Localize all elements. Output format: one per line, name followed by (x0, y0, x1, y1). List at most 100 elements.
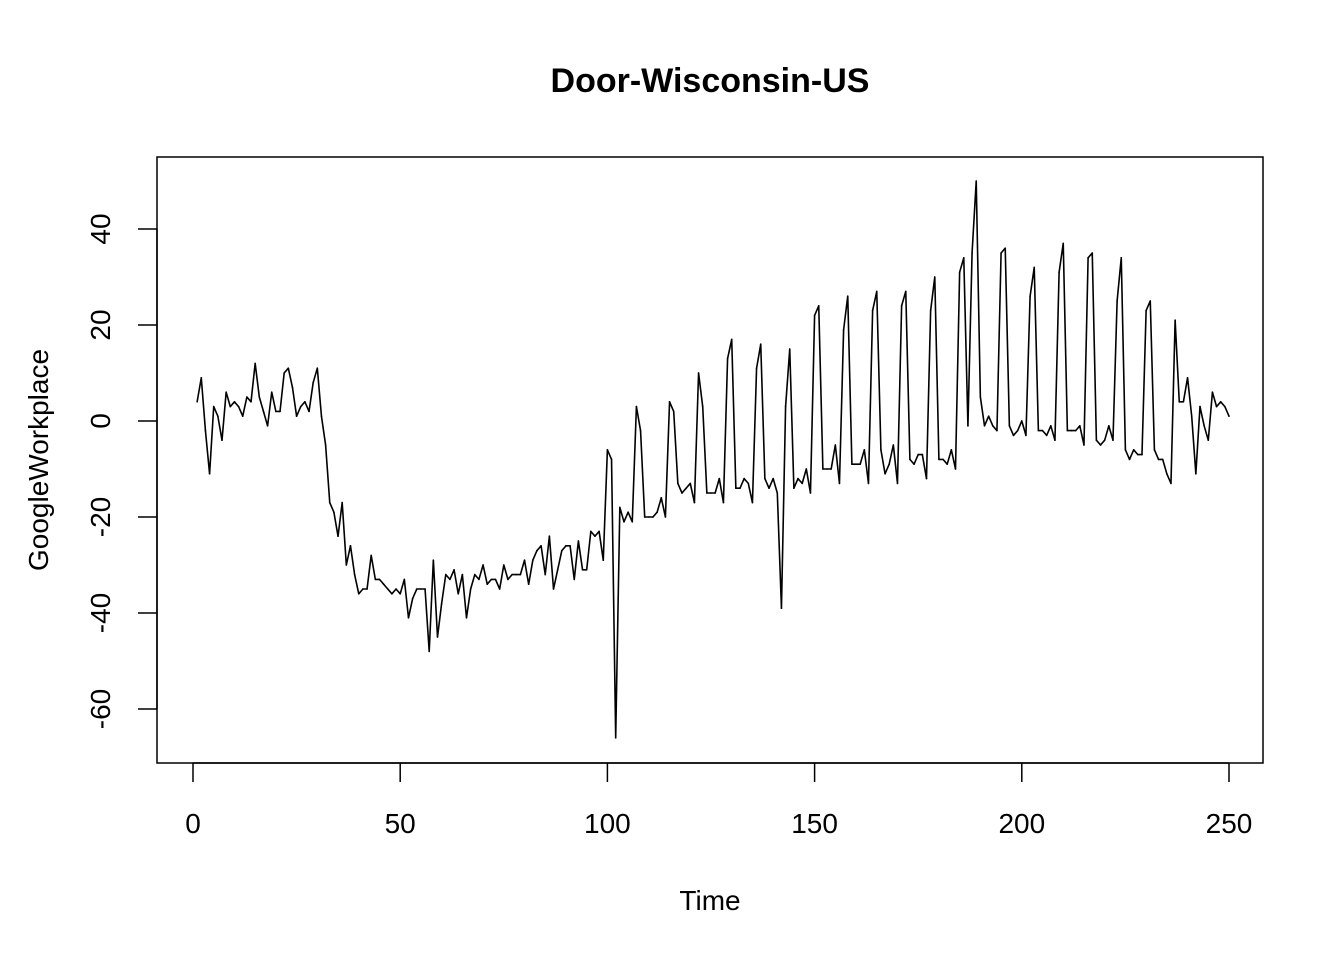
data-point (780, 607, 783, 609)
x-tick-label: 200 (998, 808, 1045, 839)
data-point (929, 309, 932, 312)
y-tick-label: -60 (85, 689, 116, 729)
data-point (855, 463, 857, 466)
x-tick-label: 150 (791, 808, 838, 839)
data-point (295, 415, 298, 418)
data-point (983, 425, 986, 427)
data-point (449, 578, 451, 581)
data-point (308, 410, 310, 413)
data-point (424, 588, 426, 590)
data-point (958, 271, 961, 274)
x-tick-label: 250 (1206, 808, 1253, 839)
data-point (880, 449, 882, 451)
data-point (1195, 473, 1197, 475)
data-point (1012, 434, 1015, 437)
data-point (349, 545, 352, 547)
data-point (1203, 425, 1205, 427)
data-point (875, 290, 878, 293)
data-point (490, 578, 493, 581)
data-point (1211, 391, 1214, 394)
data-point (635, 405, 638, 408)
data-point (411, 597, 414, 600)
data-point (1124, 449, 1127, 451)
data-point (532, 559, 534, 561)
data-point (590, 530, 592, 533)
data-point (1045, 434, 1048, 437)
data-point (395, 588, 397, 590)
data-point (453, 569, 455, 571)
data-point (552, 588, 555, 590)
data-point (1112, 439, 1114, 442)
data-point (909, 458, 911, 461)
data-point (229, 405, 232, 408)
data-point (1083, 444, 1085, 446)
data-point (1215, 405, 1218, 408)
data-point (668, 401, 671, 403)
data-point (270, 391, 273, 394)
data-point (221, 439, 223, 442)
data-point (357, 593, 360, 595)
data-point (788, 348, 791, 350)
data-point (776, 492, 779, 494)
data-point (432, 559, 435, 561)
x-axis-label: Time (679, 885, 740, 916)
x-tick-label: 0 (185, 808, 201, 839)
data-point (328, 501, 331, 504)
data-point (1050, 425, 1052, 427)
data-point (913, 463, 915, 466)
data-point (623, 521, 625, 523)
data-point (830, 468, 832, 470)
data-point (585, 569, 588, 571)
data-point (444, 573, 447, 576)
data-point (498, 588, 501, 590)
data-point (1099, 444, 1102, 446)
data-point (639, 429, 642, 432)
data-point (1062, 242, 1065, 245)
data-point (722, 501, 725, 504)
data-point (320, 415, 323, 418)
x-axis: 0 50 100 150 200 250 (185, 762, 1253, 839)
data-point (743, 477, 745, 480)
data-point (838, 482, 841, 485)
data-point (1120, 257, 1123, 259)
x-tick-label: 50 (385, 808, 416, 839)
data-point (473, 573, 476, 576)
data-point (237, 405, 240, 408)
data-point (1153, 449, 1156, 451)
data-point (370, 554, 372, 557)
data-point (697, 372, 700, 374)
data-point (851, 463, 853, 466)
data-point (465, 617, 468, 619)
y-axis-label: GoogleWorkplace (23, 349, 54, 571)
data-point (461, 573, 464, 576)
data-point (478, 578, 480, 581)
data-point (494, 578, 497, 581)
data-point (436, 636, 439, 638)
data-point (233, 401, 236, 403)
data-point (1224, 405, 1226, 408)
y-tick-label: -40 (85, 593, 116, 633)
data-point (482, 564, 484, 566)
data-point (1074, 429, 1077, 432)
data-point (1207, 439, 1210, 442)
data-point (581, 569, 584, 571)
data-point (275, 410, 277, 413)
data-point (1137, 453, 1139, 456)
data-point (1033, 266, 1036, 269)
data-point (366, 588, 368, 590)
data-point (1174, 319, 1176, 322)
y-tick-label: -20 (85, 497, 116, 537)
data-point (656, 511, 658, 513)
data-point (962, 257, 965, 259)
data-point (386, 588, 389, 590)
data-point (1108, 425, 1110, 427)
data-point (1141, 453, 1143, 456)
data-point (693, 501, 696, 504)
data-point (685, 487, 687, 490)
data-point (1091, 252, 1094, 254)
data-point (1008, 425, 1011, 427)
data-point (996, 429, 998, 432)
data-point (900, 305, 903, 307)
data-point (345, 564, 348, 566)
data-point (714, 492, 716, 494)
